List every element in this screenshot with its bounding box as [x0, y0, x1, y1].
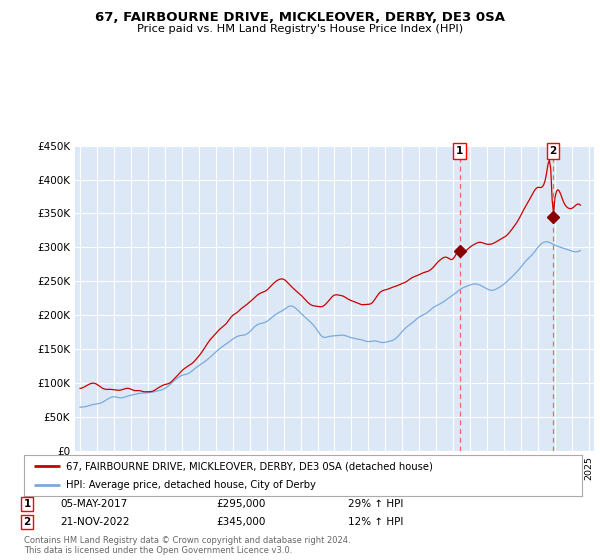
Text: 29% ↑ HPI: 29% ↑ HPI [348, 499, 403, 509]
Text: £345,000: £345,000 [216, 517, 265, 527]
Text: 12% ↑ HPI: 12% ↑ HPI [348, 517, 403, 527]
Text: Price paid vs. HM Land Registry's House Price Index (HPI): Price paid vs. HM Land Registry's House … [137, 24, 463, 34]
Text: Contains HM Land Registry data © Crown copyright and database right 2024.
This d: Contains HM Land Registry data © Crown c… [24, 536, 350, 556]
Text: HPI: Average price, detached house, City of Derby: HPI: Average price, detached house, City… [66, 480, 316, 489]
Text: 21-NOV-2022: 21-NOV-2022 [60, 517, 130, 527]
Text: 67, FAIRBOURNE DRIVE, MICKLEOVER, DERBY, DE3 0SA (detached house): 67, FAIRBOURNE DRIVE, MICKLEOVER, DERBY,… [66, 461, 433, 471]
Text: 67, FAIRBOURNE DRIVE, MICKLEOVER, DERBY, DE3 0SA: 67, FAIRBOURNE DRIVE, MICKLEOVER, DERBY,… [95, 11, 505, 24]
Text: £295,000: £295,000 [216, 499, 265, 509]
Text: 1: 1 [456, 146, 463, 156]
Text: 05-MAY-2017: 05-MAY-2017 [60, 499, 127, 509]
Text: 2: 2 [550, 146, 557, 156]
Text: 2: 2 [23, 517, 31, 527]
Text: 1: 1 [23, 499, 31, 509]
